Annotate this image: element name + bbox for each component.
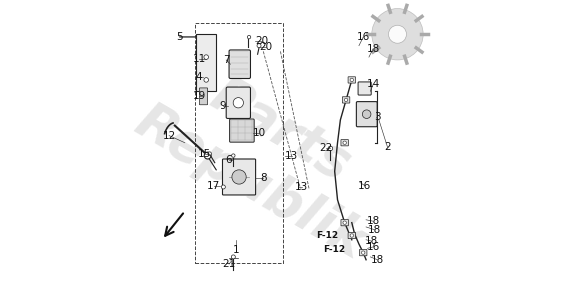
Text: 16: 16 xyxy=(366,242,380,252)
FancyBboxPatch shape xyxy=(348,77,355,83)
FancyBboxPatch shape xyxy=(348,232,355,239)
Circle shape xyxy=(350,78,354,82)
Text: 17: 17 xyxy=(208,181,221,191)
Text: 22: 22 xyxy=(320,144,333,153)
Circle shape xyxy=(343,221,346,224)
Text: 16: 16 xyxy=(357,32,370,42)
Text: 20: 20 xyxy=(260,42,273,52)
Text: 18: 18 xyxy=(366,216,380,226)
Circle shape xyxy=(232,170,246,184)
Text: 13: 13 xyxy=(285,151,298,160)
Circle shape xyxy=(208,152,212,155)
FancyBboxPatch shape xyxy=(223,159,255,195)
Circle shape xyxy=(361,251,365,254)
Circle shape xyxy=(232,154,235,157)
Circle shape xyxy=(247,36,251,39)
FancyBboxPatch shape xyxy=(357,102,377,127)
Text: 19: 19 xyxy=(192,91,206,101)
FancyBboxPatch shape xyxy=(229,50,250,78)
Circle shape xyxy=(221,185,225,189)
Circle shape xyxy=(257,44,261,48)
Text: 16: 16 xyxy=(358,181,371,191)
Text: 18: 18 xyxy=(368,225,381,235)
Text: 9: 9 xyxy=(220,101,226,111)
Text: 15: 15 xyxy=(198,149,212,159)
Text: 20: 20 xyxy=(255,36,268,46)
Text: 2: 2 xyxy=(384,142,391,152)
Text: 6: 6 xyxy=(226,155,232,165)
Circle shape xyxy=(350,234,354,237)
Circle shape xyxy=(343,141,346,144)
FancyBboxPatch shape xyxy=(342,97,350,103)
Circle shape xyxy=(231,255,235,259)
Text: F-12: F-12 xyxy=(317,231,339,240)
Text: 5: 5 xyxy=(176,32,183,42)
Text: 12: 12 xyxy=(162,131,176,141)
Circle shape xyxy=(204,152,211,159)
FancyBboxPatch shape xyxy=(360,250,367,256)
Circle shape xyxy=(328,146,333,151)
Text: 18: 18 xyxy=(371,255,384,265)
Text: 21: 21 xyxy=(223,259,236,269)
Text: 11: 11 xyxy=(192,54,206,64)
Circle shape xyxy=(388,25,406,43)
Text: 7: 7 xyxy=(223,55,229,65)
FancyBboxPatch shape xyxy=(341,140,349,146)
FancyBboxPatch shape xyxy=(358,82,371,95)
Text: 3: 3 xyxy=(374,112,381,122)
Text: F-12: F-12 xyxy=(324,245,346,254)
Text: 13: 13 xyxy=(295,182,309,192)
Text: 1: 1 xyxy=(233,245,239,255)
Text: 4: 4 xyxy=(196,72,202,82)
Text: 18: 18 xyxy=(366,44,380,54)
Polygon shape xyxy=(196,34,216,91)
FancyBboxPatch shape xyxy=(199,88,208,105)
Circle shape xyxy=(204,55,209,59)
FancyBboxPatch shape xyxy=(341,220,349,226)
Text: 18: 18 xyxy=(365,236,379,246)
Circle shape xyxy=(362,110,371,118)
FancyBboxPatch shape xyxy=(229,119,254,142)
Circle shape xyxy=(344,98,348,102)
Circle shape xyxy=(233,98,243,108)
Circle shape xyxy=(204,78,209,82)
FancyBboxPatch shape xyxy=(226,87,250,118)
Text: 10: 10 xyxy=(253,128,265,138)
Text: 8: 8 xyxy=(260,173,266,184)
Text: Parts
Republik: Parts Republik xyxy=(127,44,406,270)
Circle shape xyxy=(372,9,423,60)
Text: 14: 14 xyxy=(366,79,380,89)
